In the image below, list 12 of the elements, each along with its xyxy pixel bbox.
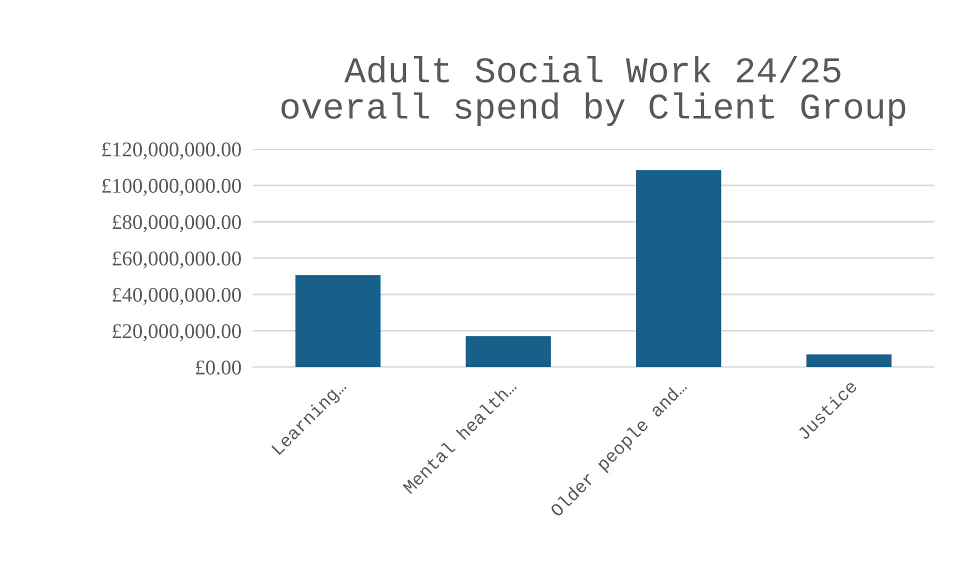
bar: [466, 336, 551, 368]
y-tick-label: £120,000,000.00: [102, 142, 241, 160]
y-tick-label: £0.00: [196, 360, 241, 375]
y-tick-label: £100,000,000.00: [102, 178, 241, 196]
bar: [806, 354, 892, 368]
y-tick-label: £40,000,000.00: [112, 288, 241, 305]
bar: [295, 275, 381, 368]
y-tick-label: £20,000,000.00: [112, 324, 241, 342]
y-tick-label: £80,000,000.00: [112, 215, 241, 232]
y-tick-label: £60,000,000.00: [112, 251, 241, 269]
bar: [636, 170, 722, 368]
chart-title: Adult Social Work 24/25 overall spend by Client Group: [282, 56, 906, 126]
